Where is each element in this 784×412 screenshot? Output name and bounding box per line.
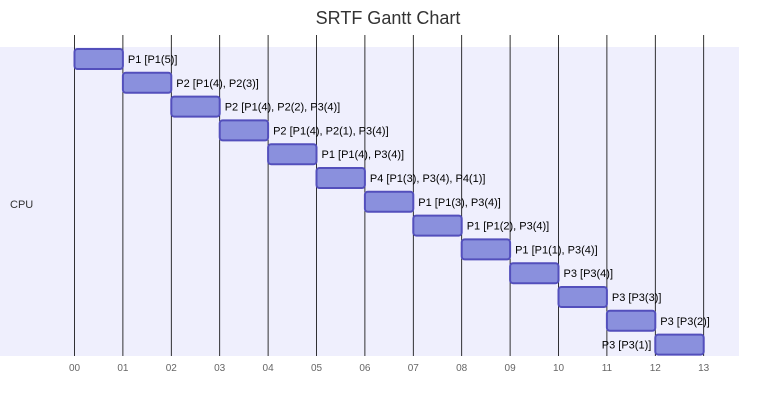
task-label: P3 [P3(1)] [602, 340, 652, 352]
task-bar [412, 214, 463, 237]
x-tick-label: 11 [602, 363, 613, 374]
x-tick-label: 00 [69, 363, 81, 374]
x-tick-label: 05 [311, 363, 323, 374]
task-labels: P1 [P1(5)] P2 [P1(4), P2(3)] P2 [P1(4), P2… [128, 54, 710, 352]
x-tick-label: 12 [650, 363, 662, 374]
task-label: P4 [P1(3), P3(4), P4(1)] [370, 173, 486, 185]
chart-title: SRTF Gantt Chart [315, 8, 461, 28]
task-bar [73, 48, 124, 70]
task-bar [654, 333, 705, 356]
x-tick-label: 07 [408, 363, 420, 374]
x-tick-label: 01 [117, 363, 129, 374]
task-label: P3 [P3(4)] [564, 268, 614, 280]
x-tick-label: 03 [214, 363, 226, 374]
x-tick-label: 13 [698, 363, 710, 374]
task-bar [121, 71, 173, 94]
x-tick-label: 04 [263, 363, 275, 374]
x-tick-label: 06 [359, 363, 371, 374]
x-tick-label: 08 [456, 363, 468, 374]
x-tick-label: 09 [505, 363, 517, 374]
task-label: P1 [P1(1), P3(4)] [515, 244, 598, 256]
task-label: P1 [P1(5)] [128, 54, 178, 66]
section-label: CPU [10, 199, 33, 211]
x-tick-label: 10 [553, 363, 565, 374]
task-label: P2 [P1(4), P2(1), P3(4)] [273, 125, 389, 137]
task-label: P2 [P1(4), P2(3)] [176, 78, 259, 90]
task-bar [605, 309, 657, 332]
task-label: P2 [P1(4), P2(2), P3(4)] [225, 102, 341, 114]
task-label: P1 [P1(3), P3(4)] [418, 197, 501, 209]
task-bar [315, 167, 366, 189]
task-bar [557, 286, 608, 308]
x-tick-labels: 00 01 02 03 04 05 06 07 08 09 10 11 12 13 [69, 363, 710, 374]
task-bar [170, 95, 221, 118]
task-label: P1 [P1(4), P3(4)] [322, 149, 405, 161]
task-bar [509, 262, 560, 285]
task-label: P1 [P1(2), P3(4)] [467, 221, 550, 233]
task-bar [460, 238, 512, 261]
task-bar [267, 143, 318, 166]
task-bar [363, 190, 415, 213]
x-tick-label: 02 [166, 363, 178, 374]
task-label: P3 [P3(3)] [612, 292, 662, 304]
task-label: P3 [P3(2)] [660, 316, 710, 328]
task-bar [218, 119, 270, 142]
task-bars [73, 48, 705, 356]
